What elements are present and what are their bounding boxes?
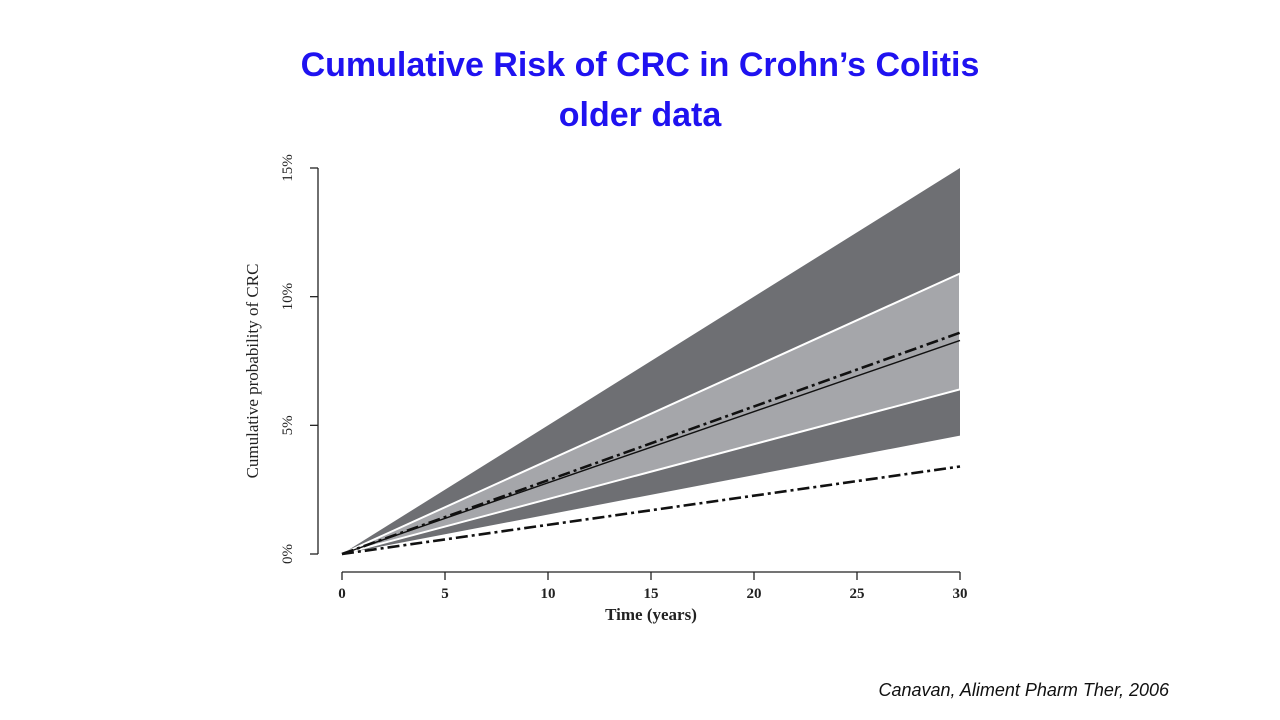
title-line-1: Cumulative Risk of CRC in Crohn’s Coliti… <box>300 46 980 84</box>
x-tick-label-5: 25 <box>850 586 865 602</box>
citation: Canavan, Aliment Pharm Ther, 2006 <box>878 680 1170 700</box>
x-tick-label-6: 30 <box>953 586 968 602</box>
y-tick-label-0: 0% <box>280 544 296 564</box>
y-tick-label-2: 10% <box>280 283 296 311</box>
x-tick-label-4: 20 <box>747 586 762 602</box>
y-axis-title: Cumulative probability of CRC <box>243 264 262 479</box>
y-tick-label-3: 15% <box>280 154 296 182</box>
x-tick-label-0: 0 <box>338 586 346 602</box>
series-lines <box>341 331 961 556</box>
x-axis-title: Time (years) <box>605 605 697 624</box>
series-line-2 <box>341 331 961 556</box>
y-tick-label-1: 5% <box>280 415 296 435</box>
x-tick-label-1: 5 <box>441 586 449 602</box>
x-tick-label-3: 15 <box>644 586 659 602</box>
x-tick-label-2: 10 <box>541 586 556 602</box>
confidence-band-2 <box>341 271 961 555</box>
confidence-band-1 <box>342 168 960 554</box>
confidence-bands <box>341 168 961 555</box>
axes: 0 5 10 15 20 25 30 0% 5% 10% 15% <box>280 154 968 602</box>
title-line-2: older data <box>558 96 722 134</box>
slide-title: Cumulative Risk of CRC in Crohn’s Coliti… <box>0 40 1280 140</box>
